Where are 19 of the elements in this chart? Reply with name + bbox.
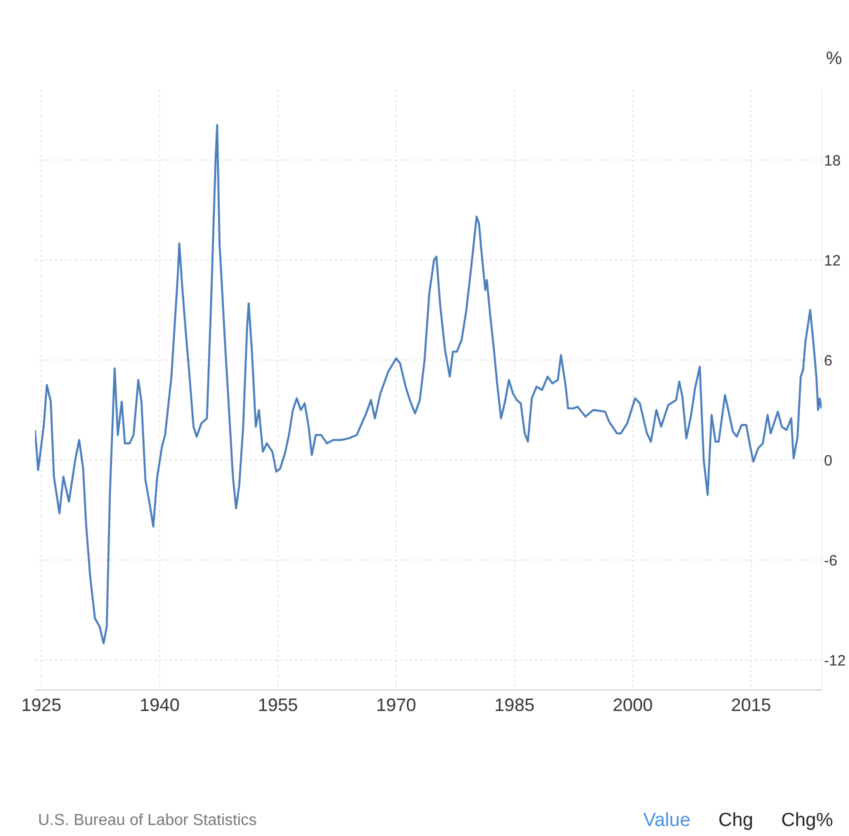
line-series: [35, 124, 822, 644]
y-tick-label: 0: [824, 452, 832, 470]
x-tick-label: 1925: [21, 694, 62, 715]
y-tick-label: 18: [824, 152, 841, 170]
text: Value: [643, 810, 690, 832]
text: U.S. Bureau of Labor Statistics: [38, 812, 257, 830]
y-tick-label: 6: [824, 352, 832, 370]
x-tick-label: 1970: [376, 694, 416, 715]
x-tick-label: 2015: [731, 694, 772, 715]
y-tick-label: 12: [824, 252, 841, 270]
x-tick-label: 2000: [612, 694, 653, 715]
text: Chg: [718, 810, 754, 832]
y-tick-label: -12: [824, 652, 846, 670]
x-tick-label: 1985: [494, 694, 534, 715]
x-tick-label: 1940: [140, 694, 180, 715]
x-tick-label: 1955: [258, 694, 298, 715]
y-axis-title: %: [826, 48, 842, 69]
text: Chg%: [781, 810, 833, 832]
y-tick-label: -6: [824, 552, 838, 570]
